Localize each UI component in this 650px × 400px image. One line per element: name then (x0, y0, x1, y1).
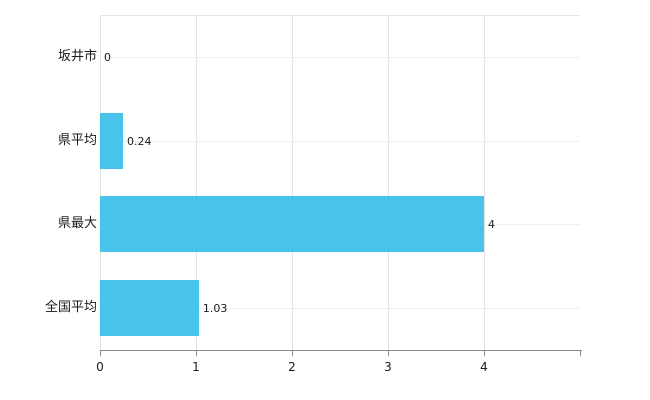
x-axis-end-tick (580, 351, 581, 356)
gridline-vertical (484, 15, 485, 350)
value-label: 0 (104, 50, 111, 64)
x-axis-tick-label: 4 (480, 360, 488, 374)
gridline-horizontal (100, 140, 580, 142)
plot-top-border (100, 15, 580, 16)
gridline-vertical (100, 15, 101, 350)
x-axis-line (100, 350, 582, 351)
bar (100, 280, 199, 337)
x-axis-tick (388, 351, 389, 356)
x-axis-tick-label: 2 (288, 360, 296, 374)
category-label: 坂井市 (57, 48, 97, 64)
value-label: 0.24 (127, 134, 152, 148)
x-axis-tick (292, 351, 293, 356)
category-label: 県平均 (57, 132, 97, 148)
x-axis-tick-label: 1 (192, 360, 200, 374)
gridline-vertical (388, 15, 389, 350)
x-axis-tick (196, 351, 197, 356)
x-axis-tick (100, 351, 101, 356)
value-label: 1.03 (202, 302, 228, 316)
x-axis-tick-label: 0 (96, 360, 104, 374)
gridline-vertical (292, 15, 293, 350)
value-label: 4 (488, 218, 495, 232)
category-label: 県最大 (57, 216, 97, 232)
category-label: 全国平均 (44, 300, 97, 316)
gridline-horizontal (100, 308, 580, 310)
x-axis-tick (484, 351, 485, 356)
bar (100, 112, 124, 169)
x-axis-tick-label: 3 (384, 360, 392, 374)
gridline-vertical (196, 15, 197, 350)
bar (100, 196, 484, 253)
gridline-horizontal (100, 56, 580, 58)
